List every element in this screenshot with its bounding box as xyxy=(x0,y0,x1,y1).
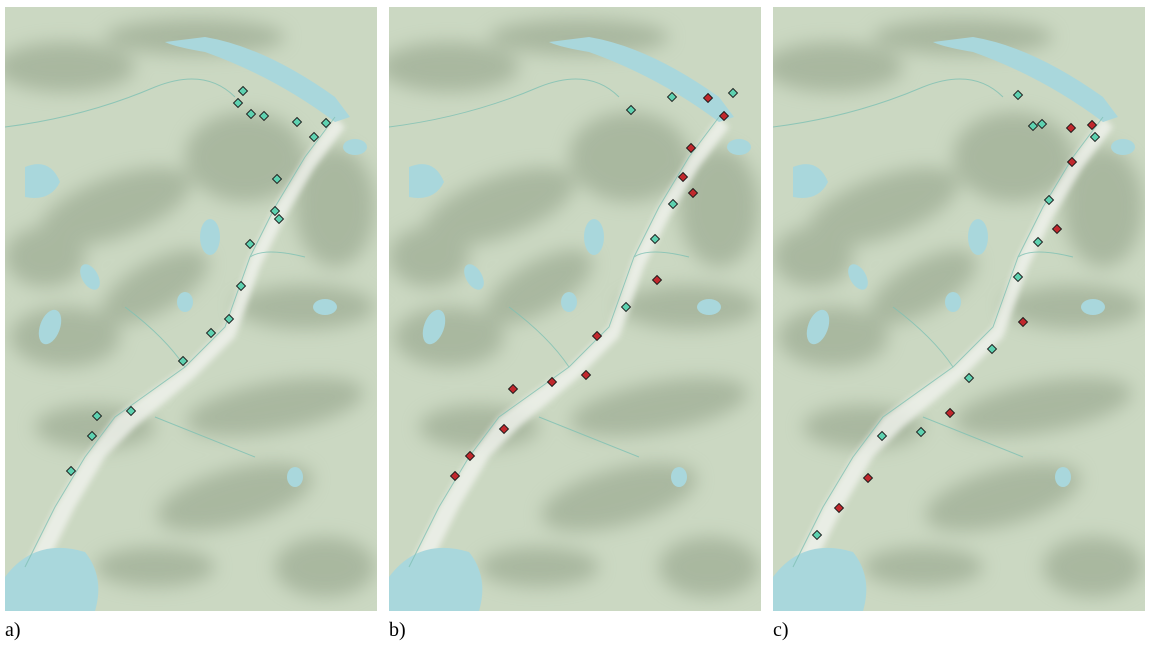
figure: a) b) c) xyxy=(0,0,1151,646)
map-panel-c xyxy=(763,7,1145,611)
map-panel-a xyxy=(0,7,377,611)
panel-label: a) xyxy=(5,619,21,641)
panel-label: c) xyxy=(773,619,789,641)
panel-label: b) xyxy=(389,619,406,641)
